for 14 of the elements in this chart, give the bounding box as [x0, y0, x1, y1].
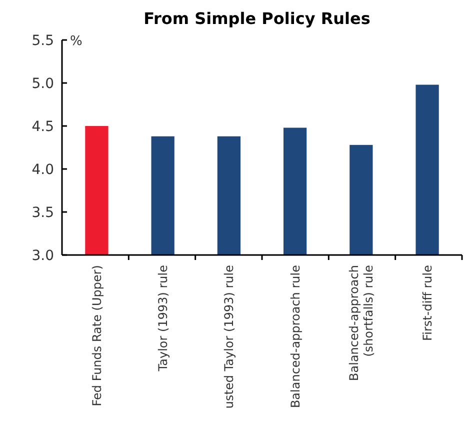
x-tick-label: Balanced-approach rule	[288, 265, 302, 408]
x-tick-label: Fed Funds Rate (Upper)	[90, 265, 104, 406]
x-tick-label: Taylor (1993) rule	[156, 265, 170, 372]
y-tick-label: 3.5	[32, 204, 54, 221]
y-tick-label: 4.5	[32, 118, 54, 135]
chart-title: From Simple Policy Rules	[144, 9, 370, 28]
y-tick-label: 3.0	[32, 248, 54, 264]
y-tick-label: 5.5	[32, 32, 54, 49]
x-tick-label: Balanced-approach (shortfalls) rule	[347, 265, 376, 381]
x-tick-label: First-diff rule	[420, 265, 434, 341]
y-tick-label: 5.0	[32, 76, 54, 92]
x-tick-label: usted Taylor (1993) rule	[222, 265, 236, 409]
y-axis-title: %	[70, 34, 82, 49]
y-tick-label: 4.0	[32, 162, 54, 178]
